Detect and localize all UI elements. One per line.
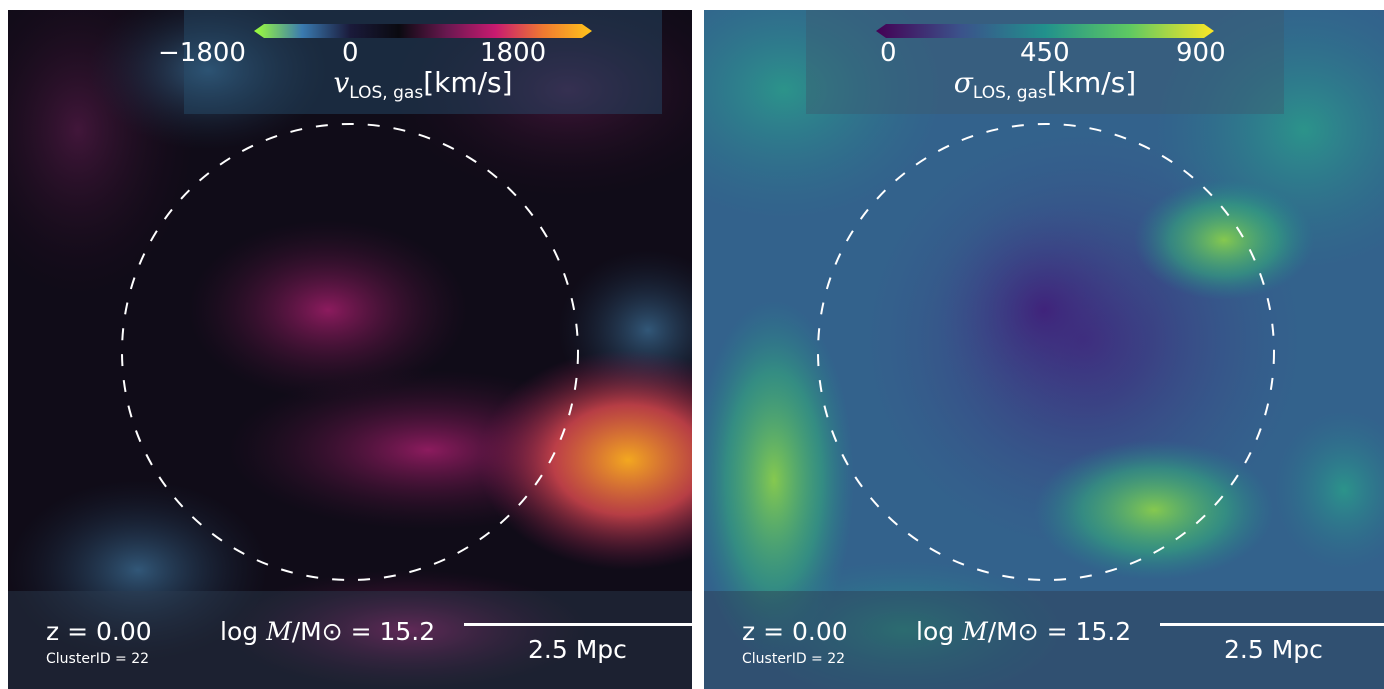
mass-label: log M/M⊙ = 15.2 bbox=[220, 617, 436, 646]
r200-circle bbox=[817, 123, 1275, 581]
mass-label: log M/M⊙ = 15.2 bbox=[916, 617, 1132, 646]
colorbar-tick-mid: 0 bbox=[342, 38, 359, 68]
scale-bar-label: 2.5 Mpc bbox=[1224, 635, 1323, 664]
scale-bar bbox=[464, 623, 692, 626]
colorbar-panel: 0 450 900 σLOS, gas[km/s] bbox=[806, 10, 1284, 114]
colorbar-tick-min: 0 bbox=[880, 38, 897, 68]
colorbar-panel: −1800 0 1800 vLOS, gas[km/s] bbox=[158, 10, 662, 114]
colorbar-label: vLOS, gas[km/s] bbox=[333, 66, 513, 103]
colorbar-label: σLOS, gas[km/s] bbox=[953, 66, 1137, 103]
cluster-id-label: ClusterID = 22 bbox=[46, 651, 150, 667]
redshift-label: z = 0.00 bbox=[46, 617, 152, 646]
velocity-map-panel: −1800 0 1800 vLOS, gas[km/s] z = 0.00 Cl… bbox=[8, 10, 692, 689]
colorbar-tick-max: 900 bbox=[1176, 38, 1226, 68]
colorbar-tick-min: −1800 bbox=[158, 38, 246, 68]
dispersion-map-image bbox=[704, 10, 1384, 689]
colorbar bbox=[254, 24, 592, 38]
cluster-id-label: ClusterID = 22 bbox=[742, 651, 846, 667]
scale-bar bbox=[1160, 623, 1384, 626]
colorbar-tick-mid: 450 bbox=[1020, 38, 1070, 68]
colorbar-tick-max: 1800 bbox=[480, 38, 547, 68]
redshift-label: z = 0.00 bbox=[742, 617, 848, 646]
colorbar bbox=[876, 24, 1214, 38]
info-footer: z = 0.00 ClusterID = 22 log M/M⊙ = 15.2 … bbox=[8, 591, 692, 689]
r200-circle bbox=[121, 123, 579, 581]
scale-bar-label: 2.5 Mpc bbox=[528, 635, 627, 664]
dispersion-map-panel: 0 450 900 σLOS, gas[km/s] z = 0.00 Clust… bbox=[704, 10, 1384, 689]
info-footer: z = 0.00 ClusterID = 22 log M/M⊙ = 15.2 … bbox=[704, 591, 1384, 689]
